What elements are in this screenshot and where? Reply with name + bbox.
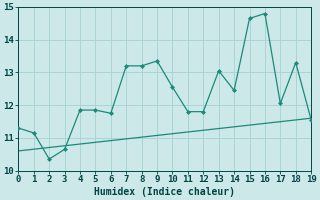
X-axis label: Humidex (Indice chaleur): Humidex (Indice chaleur) (94, 186, 235, 197)
